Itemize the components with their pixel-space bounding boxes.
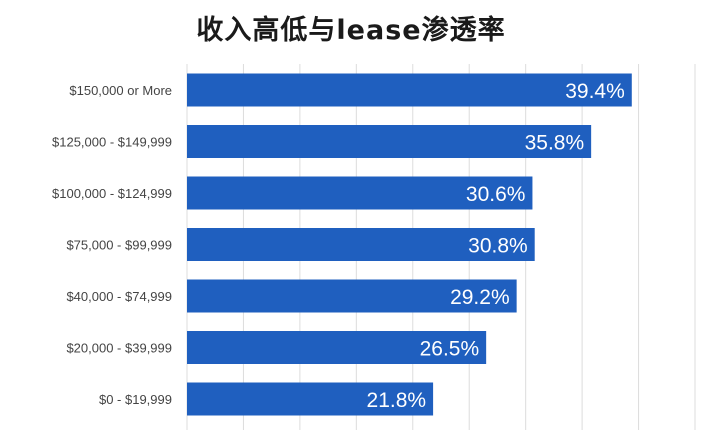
category-label: $100,000 - $124,999 [52, 186, 172, 201]
data-label: 30.6% [466, 183, 526, 206]
data-label: 35.8% [525, 132, 585, 155]
chart-title: 收入高低与lease渗透率 [196, 15, 506, 46]
bar [187, 228, 535, 261]
category-label: $20,000 - $39,999 [66, 341, 172, 356]
category-label: $75,000 - $99,999 [66, 238, 172, 253]
category-label: $0 - $19,999 [99, 392, 172, 407]
data-label: 29.2% [450, 286, 510, 309]
data-label: 21.8% [367, 389, 427, 412]
data-label: 39.4% [565, 80, 625, 103]
bar [187, 125, 592, 158]
bar [187, 382, 434, 416]
category-label: $40,000 - $74,999 [66, 289, 172, 304]
data-label: 26.5% [420, 338, 480, 361]
bar [187, 331, 487, 364]
category-label: $125,000 - $149,999 [52, 135, 172, 150]
bar [187, 73, 632, 107]
bar [187, 176, 533, 210]
data-label: 30.8% [468, 235, 528, 258]
category-label: $150,000 or More [69, 83, 172, 98]
bar [187, 279, 517, 313]
